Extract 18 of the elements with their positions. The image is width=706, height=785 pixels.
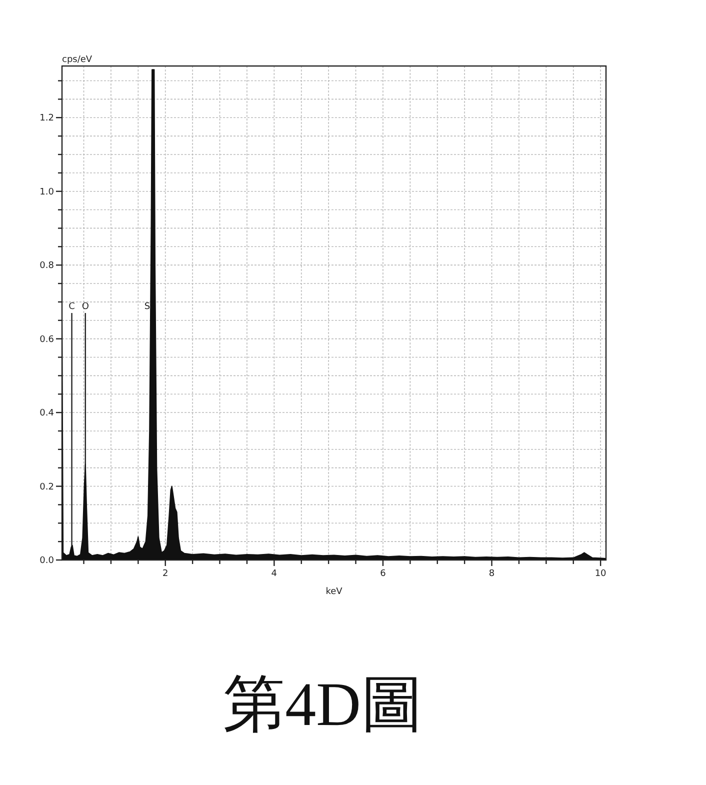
y-tick-label: 0.4 (40, 408, 54, 419)
y-tick-label: 0.0 (40, 556, 54, 566)
ref-line-label: O (82, 302, 89, 312)
x-tick-label: 10 (594, 569, 607, 579)
y-tick-label: 0.6 (40, 334, 54, 345)
y-tick-label: 1.0 (40, 187, 54, 198)
y-tick-label: 0.8 (40, 261, 54, 272)
x-tick-label: 6 (380, 569, 386, 579)
x-tick-label: 4 (271, 569, 278, 579)
x-tick-label: 2 (162, 569, 168, 579)
y-tick-label: 1.2 (40, 114, 54, 124)
y-tick-label: 0.2 (40, 482, 54, 492)
ref-line-label: C (68, 302, 75, 312)
annotation: S (144, 302, 150, 312)
text: 第4D圖 (223, 671, 423, 739)
x-axis-title: keV (326, 587, 344, 597)
x-tick-label: 8 (488, 569, 495, 579)
y-axis-title: cps/eV (62, 55, 93, 65)
